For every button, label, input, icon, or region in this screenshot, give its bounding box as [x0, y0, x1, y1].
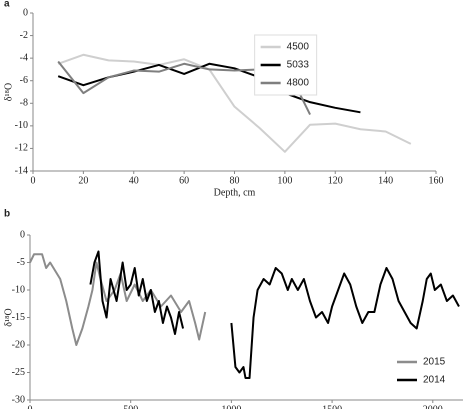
- y-tick-label: -4: [20, 52, 28, 63]
- y-tick-label: 0: [20, 229, 25, 240]
- legend-label: 5033: [287, 60, 310, 71]
- y-tick-label: -2: [20, 30, 28, 41]
- x-tick-label: 1000: [221, 404, 241, 409]
- y-tick-label: -10: [15, 120, 28, 131]
- y-tick-label: -15: [12, 312, 25, 323]
- x-tick-label: 80: [230, 175, 240, 186]
- panel-label: b: [4, 209, 10, 220]
- x-tick-label: 40: [129, 175, 139, 186]
- x-tick-label: 140: [378, 175, 393, 186]
- x-tick-label: 60: [179, 175, 189, 186]
- y-tick-label: 0: [23, 7, 28, 18]
- x-tick-label: 500: [123, 404, 138, 409]
- legend-label: 4800: [287, 78, 310, 89]
- y-tick-label: -14: [15, 165, 28, 176]
- x-axis-label: Depth, cm: [214, 187, 256, 198]
- y-tick-label: -25: [12, 367, 25, 378]
- legend-label: 4500: [287, 42, 310, 53]
- panel-label: a: [4, 0, 10, 10]
- y-tick-label: -20: [12, 339, 25, 350]
- y-tick-label: -6: [20, 75, 28, 86]
- x-tick-label: 0: [28, 404, 33, 409]
- x-tick-label: 120: [328, 175, 343, 186]
- y-tick-label: -30: [12, 394, 25, 405]
- y-tick-label: -12: [15, 143, 28, 154]
- legend-label: 2015: [423, 357, 446, 368]
- x-tick-label: 2000: [423, 404, 443, 409]
- x-tick-label: 0: [31, 175, 36, 186]
- y-tick-label: -10: [12, 284, 25, 295]
- y-axis-label: δ¹⁸O: [3, 83, 14, 101]
- legend-label: 2014: [423, 375, 446, 386]
- x-tick-label: 20: [78, 175, 88, 186]
- x-tick-label: 1500: [322, 404, 342, 409]
- data-line: [57, 53, 412, 153]
- data-line: [89, 250, 460, 379]
- data-line: [29, 253, 207, 346]
- y-axis-label: δ¹⁸O: [3, 308, 14, 326]
- x-tick-label: 160: [429, 175, 444, 186]
- y-tick-label: -8: [20, 98, 28, 109]
- y-tick-label: -5: [17, 257, 25, 268]
- x-tick-label: 100: [277, 175, 292, 186]
